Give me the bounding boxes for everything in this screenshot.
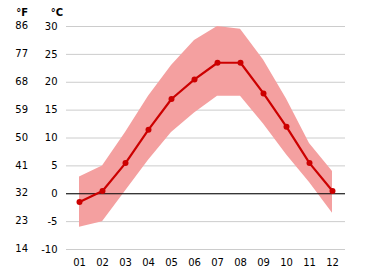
svg-text:06: 06 xyxy=(188,257,201,268)
svg-text:30: 30 xyxy=(45,21,58,32)
svg-text:04: 04 xyxy=(142,257,155,268)
svg-text:86: 86 xyxy=(15,20,28,31)
svg-text:-10: -10 xyxy=(41,244,57,255)
svg-text:02: 02 xyxy=(96,257,109,268)
svg-text:05: 05 xyxy=(165,257,178,268)
svg-text:-5: -5 xyxy=(48,216,58,227)
svg-text:09: 09 xyxy=(257,257,270,268)
svg-text:32: 32 xyxy=(15,187,28,198)
svg-text:77: 77 xyxy=(15,48,28,59)
svg-text:5: 5 xyxy=(51,160,57,171)
svg-text:50: 50 xyxy=(15,132,28,143)
svg-text:14: 14 xyxy=(15,243,28,254)
svg-text:10: 10 xyxy=(280,257,293,268)
svg-text:11: 11 xyxy=(303,257,316,268)
svg-text:59: 59 xyxy=(15,104,28,115)
svg-text:°F: °F xyxy=(16,7,28,18)
svg-text:23: 23 xyxy=(15,215,28,226)
svg-text:07: 07 xyxy=(211,257,224,268)
svg-text:12: 12 xyxy=(326,257,339,268)
svg-text:08: 08 xyxy=(234,257,247,268)
svg-text:25: 25 xyxy=(45,49,58,60)
svg-text:0: 0 xyxy=(51,188,57,199)
svg-text:01: 01 xyxy=(73,257,86,268)
svg-text:°C: °C xyxy=(51,7,63,18)
svg-text:20: 20 xyxy=(45,76,58,87)
svg-text:15: 15 xyxy=(45,104,58,115)
svg-text:68: 68 xyxy=(15,76,28,87)
svg-text:10: 10 xyxy=(45,132,58,143)
svg-text:03: 03 xyxy=(119,257,132,268)
svg-text:41: 41 xyxy=(15,160,28,171)
